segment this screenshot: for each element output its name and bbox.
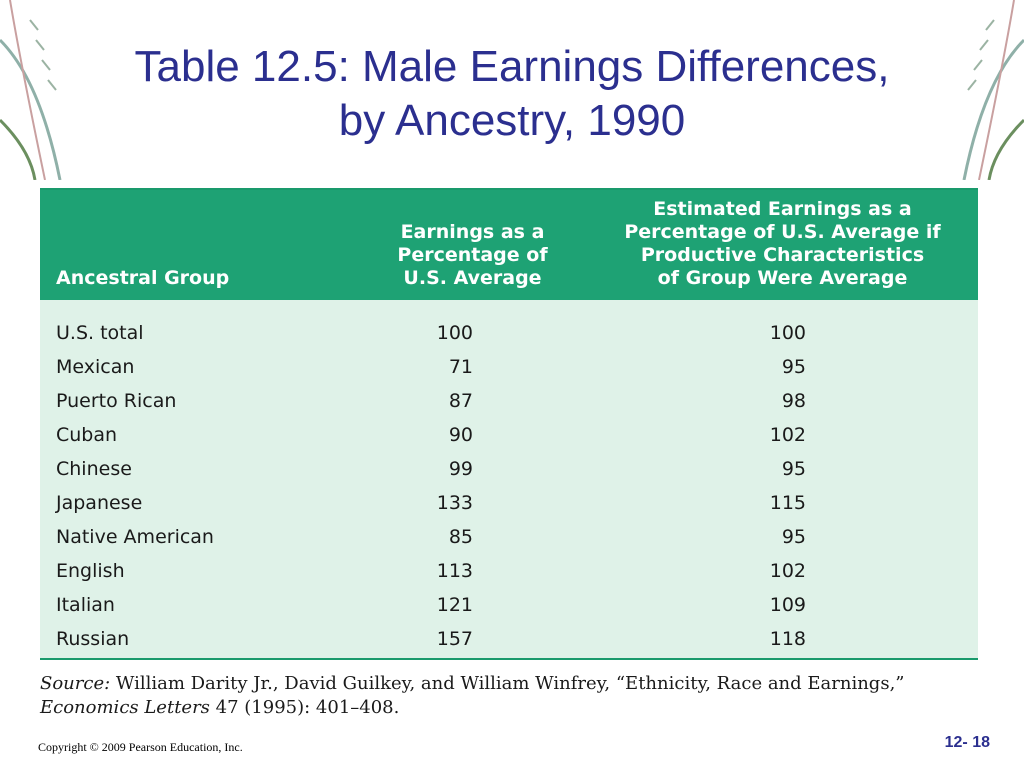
- copyright-notice: Copyright © 2009 Pearson Education, Inc.: [38, 740, 243, 754]
- header-line: U.S. Average: [403, 267, 542, 289]
- decorative-leaf-graphic-right: [962, 0, 1024, 180]
- cell-earnings: 133: [436, 492, 473, 514]
- header-line: Percentage of: [397, 244, 548, 266]
- cell-group: Russian: [56, 628, 130, 650]
- cell-earnings: 99: [448, 458, 473, 480]
- cell-group: Italian: [56, 594, 115, 616]
- header-line: Percentage of U.S. Average if: [624, 221, 941, 243]
- source-text: William Darity Jr., David Guilkey, and W…: [110, 673, 905, 694]
- cell-estimated: 95: [781, 356, 806, 378]
- table-body: U.S. total 100 100 Mexican 71 95 Puerto …: [40, 300, 978, 658]
- cell-earnings: 100: [436, 322, 473, 344]
- header-line: of Group Were Average: [657, 267, 908, 289]
- cell-earnings: 113: [436, 560, 473, 582]
- cell-estimated: 102: [769, 424, 806, 446]
- cell-estimated: 115: [769, 492, 806, 514]
- cell-group: English: [56, 560, 125, 582]
- source-reference: 47 (1995): 401–408.: [209, 697, 400, 718]
- cell-group: U.S. total: [56, 322, 144, 344]
- table-row: Chinese 99 95: [40, 454, 978, 488]
- earnings-table: Ancestral Group Earnings as a Percentage…: [40, 188, 978, 660]
- cell-estimated: 100: [769, 322, 806, 344]
- source-journal: Economics Letters: [40, 697, 210, 718]
- table-row: Russian 157 118: [40, 624, 978, 658]
- header-line: Productive Characteristics: [640, 244, 925, 266]
- header-earnings-percentage: Earnings as a Percentage of U.S. Average: [350, 221, 595, 290]
- cell-estimated: 95: [781, 458, 806, 480]
- cell-group: Mexican: [56, 356, 135, 378]
- table-row: English 113 102: [40, 556, 978, 590]
- table-row: Mexican 71 95: [40, 352, 978, 386]
- header-line: Estimated Earnings as a: [653, 198, 912, 220]
- cell-group: Cuban: [56, 424, 118, 446]
- page-number: 12- 18: [944, 734, 990, 751]
- source-citation: Source: William Darity Jr., David Guilke…: [40, 672, 990, 720]
- source-label: Source:: [40, 673, 111, 694]
- header-ancestral-group: Ancestral Group: [56, 267, 230, 289]
- header-line: Earnings as a: [400, 221, 545, 243]
- cell-earnings: 71: [448, 356, 473, 378]
- cell-estimated: 102: [769, 560, 806, 582]
- cell-group: Native American: [56, 526, 214, 548]
- cell-estimated: 109: [769, 594, 806, 616]
- slide-title: Table 12.5: Male Earnings Differences, b…: [0, 40, 1024, 148]
- cell-estimated: 98: [781, 390, 806, 412]
- cell-estimated: 118: [769, 628, 806, 650]
- header-estimated-earnings: Estimated Earnings as a Percentage of U.…: [610, 198, 955, 290]
- table-row: Puerto Rican 87 98: [40, 386, 978, 420]
- title-line-2: by Ancestry, 1990: [338, 96, 686, 145]
- title-line-1: Table 12.5: Male Earnings Differences,: [134, 42, 890, 91]
- table-header: Ancestral Group Earnings as a Percentage…: [40, 190, 978, 300]
- table-row: Italian 121 109: [40, 590, 978, 624]
- table-row: Cuban 90 102: [40, 420, 978, 454]
- cell-group: Puerto Rican: [56, 390, 177, 412]
- decorative-leaf-graphic-left: [0, 0, 62, 180]
- cell-earnings: 90: [448, 424, 473, 446]
- cell-group: Japanese: [56, 492, 143, 514]
- cell-group: Chinese: [56, 458, 132, 480]
- table-row: U.S. total 100 100: [40, 318, 978, 352]
- cell-estimated: 95: [781, 526, 806, 548]
- table-row: Native American 85 95: [40, 522, 978, 556]
- cell-earnings: 87: [448, 390, 473, 412]
- cell-earnings: 157: [436, 628, 473, 650]
- cell-earnings: 85: [448, 526, 473, 548]
- table-row: Japanese 133 115: [40, 488, 978, 522]
- cell-earnings: 121: [436, 594, 473, 616]
